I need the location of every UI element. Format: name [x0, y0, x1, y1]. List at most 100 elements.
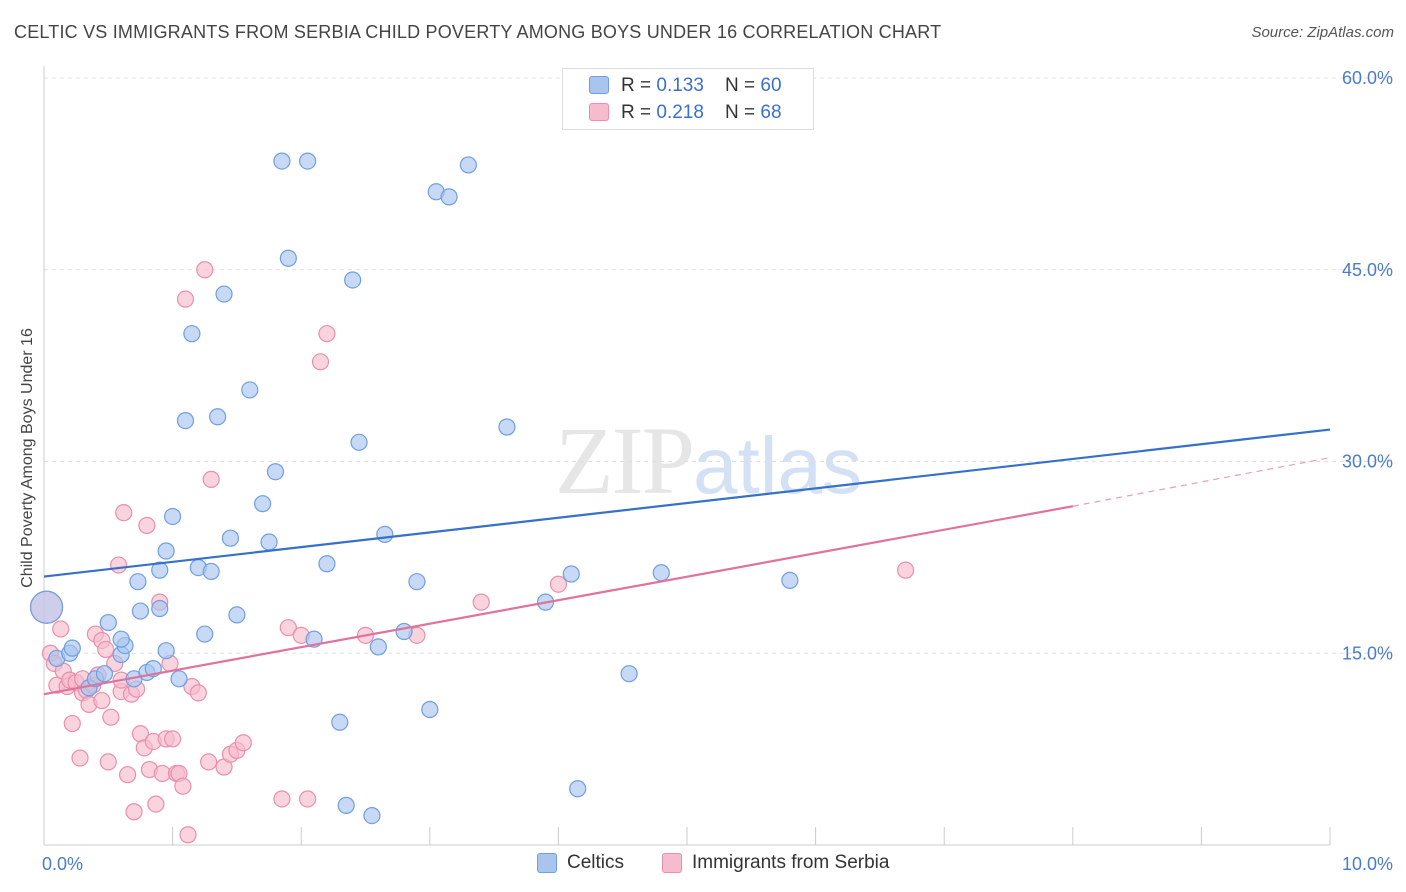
celtics-point [164, 507, 182, 526]
y-tick-label: 60.0% [1342, 68, 1393, 88]
watermark-zip: ZIP [555, 407, 695, 514]
serbia-point [311, 353, 330, 371]
serbia-point [176, 290, 195, 308]
celtics-point [151, 561, 169, 579]
serbia-point [897, 561, 915, 579]
serbia-point [196, 261, 214, 279]
celtics-point [176, 411, 195, 430]
celtics-point [215, 285, 233, 303]
serbia-point [97, 640, 115, 659]
serbia-point [52, 620, 70, 638]
serbia-point [164, 730, 182, 748]
serbia-r-value: 0.218 [656, 102, 704, 123]
celtics-trend-line [43, 428, 1331, 578]
celtics-point [562, 565, 580, 583]
x-tick-label: 0.0% [42, 854, 83, 874]
serbia-point [102, 708, 120, 726]
y-axis-label: Child Poverty Among Boys Under 16 [19, 328, 36, 588]
celtics-point [408, 573, 426, 591]
celtics-point [183, 325, 201, 343]
celtics-legend-swatch [537, 853, 557, 873]
serbia-point [93, 691, 111, 710]
serbia-point [115, 504, 133, 522]
correlation-legend: R = 0.133 N = 60 R = 0.218 N = 68 [562, 68, 814, 130]
x-tick-label: 10.0% [1342, 854, 1393, 874]
celtics-point [112, 630, 130, 648]
serbia-legend-label: Immigrants from Serbia [692, 852, 890, 873]
serbia-point [202, 470, 220, 488]
celtics-point [260, 533, 278, 551]
serbia-r-label: R = [621, 102, 657, 123]
chart-title: CELTIC VS IMMIGRANTS FROM SERBIA CHILD P… [14, 22, 942, 42]
celtics-point [29, 590, 64, 624]
y-tick-label: 30.0% [1342, 452, 1393, 472]
celtics-point [363, 806, 381, 825]
celtics-point [344, 271, 362, 289]
celtics-swatch [589, 76, 609, 94]
celtics-point [254, 495, 272, 513]
serbia-point [279, 619, 297, 637]
celtics-point [421, 700, 439, 719]
serbia-point [138, 516, 156, 535]
celtics-point [498, 418, 516, 436]
serbia-point [63, 714, 81, 733]
serbia-point [179, 826, 197, 844]
serbia-point [125, 803, 143, 821]
y-tick-label: 45.0% [1342, 260, 1393, 280]
watermark: ZIPatlas [555, 405, 862, 516]
serbia-n-label: N = [725, 102, 761, 123]
celtics-n-label: N = [725, 75, 761, 96]
celtics-point [459, 156, 477, 174]
celtics-point [376, 525, 394, 543]
serbia-point [472, 593, 490, 611]
serbia-trend-line [43, 505, 1073, 696]
celtics-point [279, 249, 297, 267]
serbia-point [273, 790, 291, 808]
celtics-legend-label: Celtics [567, 852, 625, 873]
celtics-point [202, 562, 220, 581]
serbia-point [118, 766, 137, 784]
celtics-point [196, 625, 214, 643]
celtics-point [241, 381, 259, 399]
serbia-point [71, 749, 89, 767]
celtics-point [318, 555, 336, 573]
serbia-point [234, 734, 252, 752]
celtics-point [157, 642, 175, 660]
celtics-n-value: 60 [760, 75, 782, 96]
celtics-point [151, 599, 169, 618]
serbia-point [200, 753, 218, 771]
celtics-point [350, 433, 368, 451]
celtics-point [221, 529, 240, 547]
celtics-point [337, 796, 355, 814]
serbia-swatch [589, 103, 609, 121]
celtics-r-value: 0.133 [656, 75, 704, 96]
celtics-point [331, 713, 349, 731]
celtics-point [170, 670, 188, 688]
watermark-atlas: atlas [693, 421, 862, 510]
source-label: Source: ZipAtlas.com [1251, 24, 1394, 41]
serbia-point [99, 753, 117, 771]
serbia-n-value: 68 [760, 102, 782, 123]
serbia-point [549, 575, 568, 593]
celtics-point [228, 606, 246, 624]
celtics-point [273, 152, 291, 170]
serbia-point [174, 777, 192, 795]
celtics-point [781, 571, 799, 589]
celtics-point [209, 408, 227, 426]
celtics-point [652, 564, 670, 582]
celtics-point [63, 639, 81, 657]
celtics-point [95, 665, 114, 683]
celtics-point [440, 188, 458, 206]
serbia-point [189, 684, 207, 702]
celtics-point [369, 638, 387, 656]
y-tick-label: 15.0% [1342, 643, 1393, 663]
celtics-point [266, 463, 285, 481]
celtics-point [129, 573, 147, 591]
celtics-point [299, 152, 317, 170]
celtics-point [99, 613, 117, 632]
serbia-point [318, 325, 336, 343]
serbia-trend-line-extension [1072, 457, 1331, 507]
serbia-point [147, 795, 165, 813]
serbia-legend-swatch [662, 853, 682, 873]
